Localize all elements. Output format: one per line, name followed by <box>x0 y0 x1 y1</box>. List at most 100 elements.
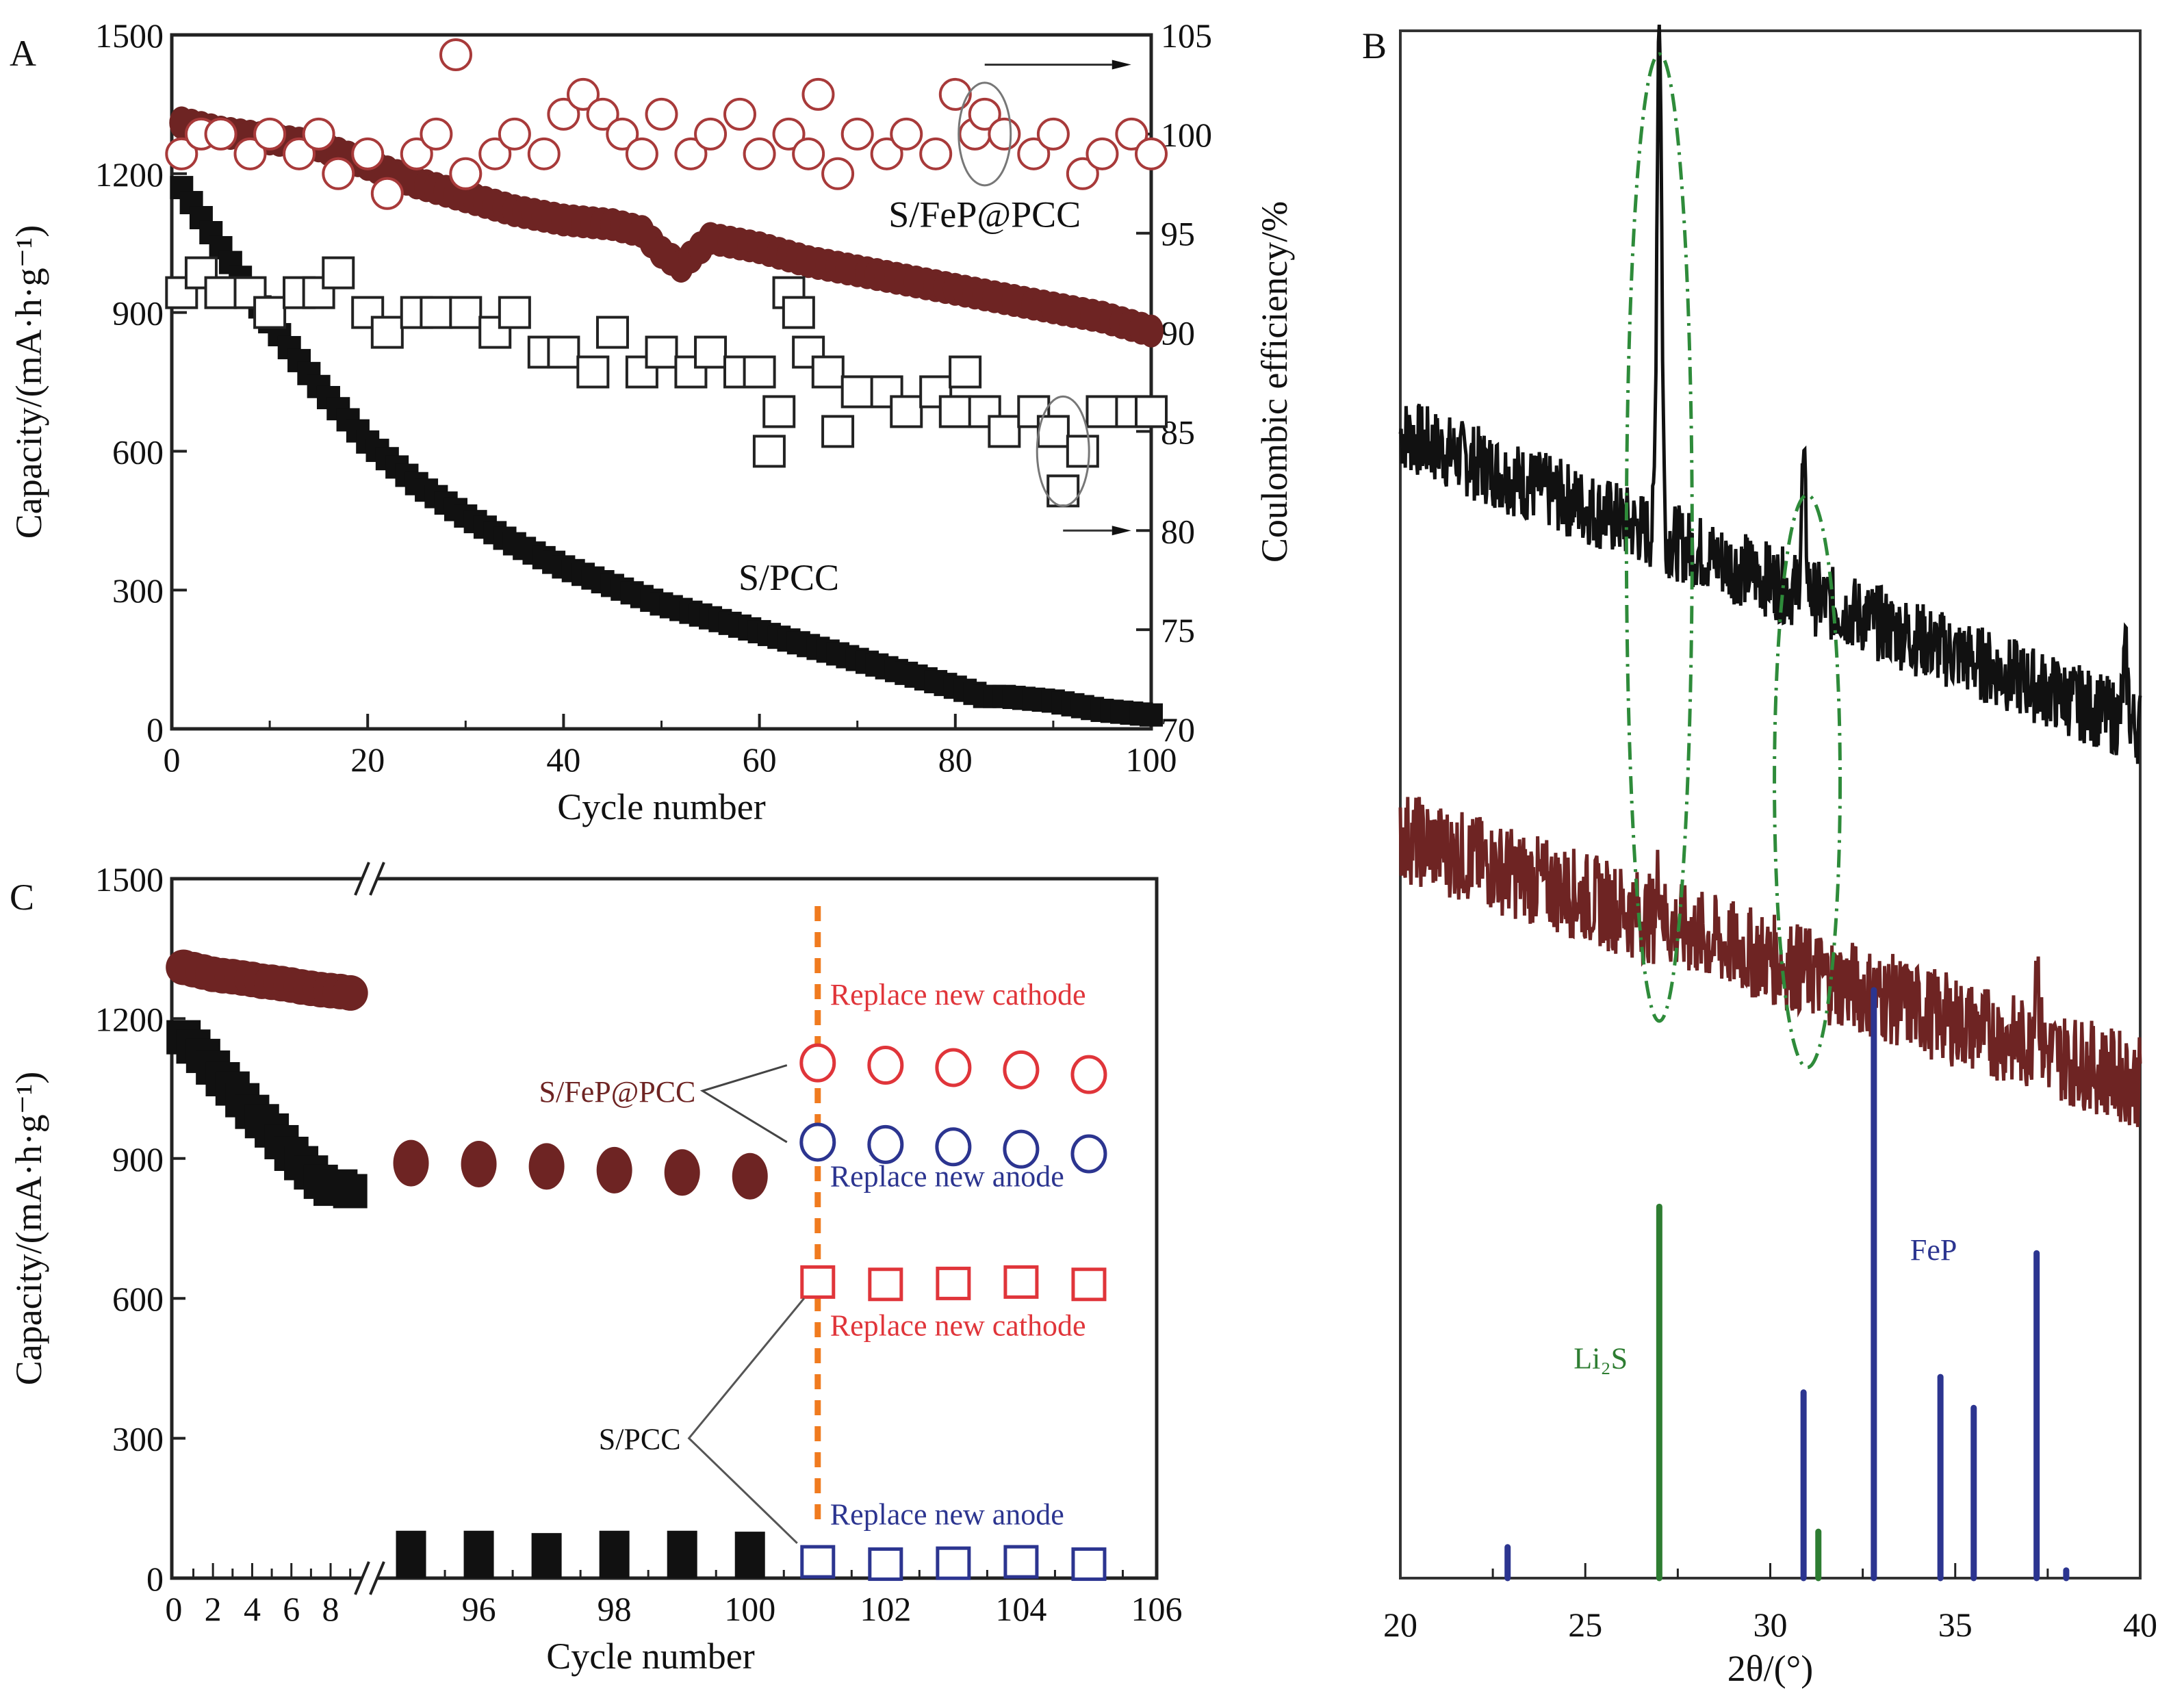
data-point <box>890 117 923 151</box>
data-point <box>233 137 267 170</box>
data-point <box>400 137 433 170</box>
data-point <box>1071 1267 1107 1302</box>
data-point <box>1135 395 1168 428</box>
data-point <box>734 1532 765 1578</box>
data-point <box>936 1546 971 1580</box>
y-right-tick-label: 95 <box>1161 215 1195 253</box>
data-point <box>664 1149 700 1196</box>
data-point <box>586 97 619 131</box>
x-tick-label: 20 <box>1383 1606 1417 1644</box>
data-point <box>1071 1547 1107 1582</box>
x-tick-label: 40 <box>2123 1606 2157 1644</box>
y-tick-label: 900 <box>112 1140 164 1178</box>
x-axis-label: 2θ/(°) <box>1727 1648 1813 1689</box>
panel-label: A <box>10 33 36 74</box>
axis-break-mark <box>354 862 370 896</box>
y-right-tick-label: 90 <box>1161 314 1195 352</box>
y-tick-label: 1200 <box>95 1000 164 1038</box>
data-point <box>1135 137 1168 170</box>
x-axis-label: Cycle number <box>557 786 765 827</box>
data-point <box>1115 117 1148 151</box>
arrow-head <box>1112 526 1131 536</box>
data-point <box>968 97 1001 131</box>
data-point <box>1070 1055 1107 1094</box>
plot-frame <box>1399 29 2142 1580</box>
highlight-ellipse <box>958 81 1012 187</box>
data-point <box>752 435 786 468</box>
axis-break-mark <box>369 862 385 896</box>
x-tick-label: 98 <box>598 1590 632 1628</box>
data-point <box>204 276 237 309</box>
x-tick-label: 35 <box>1938 1606 1973 1644</box>
x-tick-label: 100 <box>1126 740 1177 779</box>
highlight-ellipse <box>1624 52 1694 1023</box>
x-tick-label: 8 <box>322 1590 339 1628</box>
x-tick-label: 40 <box>546 740 580 779</box>
plot-frame <box>170 877 1159 1580</box>
data-point <box>283 137 316 170</box>
data-point <box>821 157 855 190</box>
data-point <box>800 1265 836 1299</box>
data-point <box>667 1530 697 1578</box>
data-point <box>253 296 287 329</box>
data-point <box>732 1152 768 1200</box>
x-axis-label: Cycle number <box>546 1636 754 1677</box>
replace-cathode-label: Replace new cathode <box>830 1309 1086 1343</box>
y-right-tick-label: 75 <box>1161 611 1195 649</box>
y-right-tick-label: 80 <box>1161 512 1195 550</box>
data-point <box>772 117 806 151</box>
data-point <box>1085 395 1119 428</box>
data-point <box>393 1139 429 1187</box>
data-point <box>370 315 404 349</box>
data-point <box>723 97 756 131</box>
data-point <box>420 296 453 329</box>
data-point <box>938 395 972 428</box>
y-tick-label: 600 <box>112 1280 164 1318</box>
annotation-arrow <box>687 1298 805 1544</box>
x-tick-label: 0 <box>165 1590 182 1628</box>
x-tick-label: 2 <box>205 1590 222 1628</box>
y-right-tick-label: 100 <box>1161 116 1212 154</box>
data-point <box>743 355 776 389</box>
data-point <box>799 1122 836 1162</box>
data-point <box>1085 137 1119 170</box>
data-point <box>420 117 453 151</box>
data-point <box>811 355 845 389</box>
data-point <box>527 137 561 170</box>
data-point <box>439 38 472 71</box>
data-point <box>1003 1265 1039 1299</box>
data-point <box>743 137 776 170</box>
data-point <box>645 335 678 369</box>
data-point <box>799 1043 836 1083</box>
replace-cathode-label: Replace new cathode <box>830 978 1086 1011</box>
data-point <box>890 395 923 428</box>
data-point <box>370 177 404 210</box>
x-tick-label: 104 <box>995 1590 1046 1628</box>
xrd-pattern <box>1398 24 2142 764</box>
data-point <box>322 157 355 190</box>
data-point <box>531 1533 562 1578</box>
data-point <box>547 335 580 369</box>
x-tick-label: 6 <box>283 1590 300 1628</box>
x-tick-label: 30 <box>1753 1606 1788 1644</box>
data-point <box>1036 415 1070 448</box>
data-point <box>498 296 531 329</box>
data-point <box>165 137 198 170</box>
data-point <box>1070 1134 1107 1174</box>
y-tick-label: 900 <box>112 294 164 333</box>
data-point <box>867 1046 904 1085</box>
replace-anode-label: Replace new anode <box>830 1160 1064 1194</box>
y-right-tick-label: 105 <box>1161 16 1212 55</box>
x-tick-label: 100 <box>724 1590 775 1628</box>
data-point <box>606 117 639 151</box>
data-point <box>478 137 512 170</box>
data-point <box>840 375 874 409</box>
data-point <box>694 335 728 369</box>
data-point <box>935 1048 972 1087</box>
data-point <box>1003 1050 1040 1090</box>
y-tick-label: 1200 <box>95 155 164 194</box>
replace-anode-label: Replace new anode <box>830 1498 1064 1532</box>
data-point <box>988 117 1021 151</box>
x-tick-label: 4 <box>244 1590 261 1628</box>
